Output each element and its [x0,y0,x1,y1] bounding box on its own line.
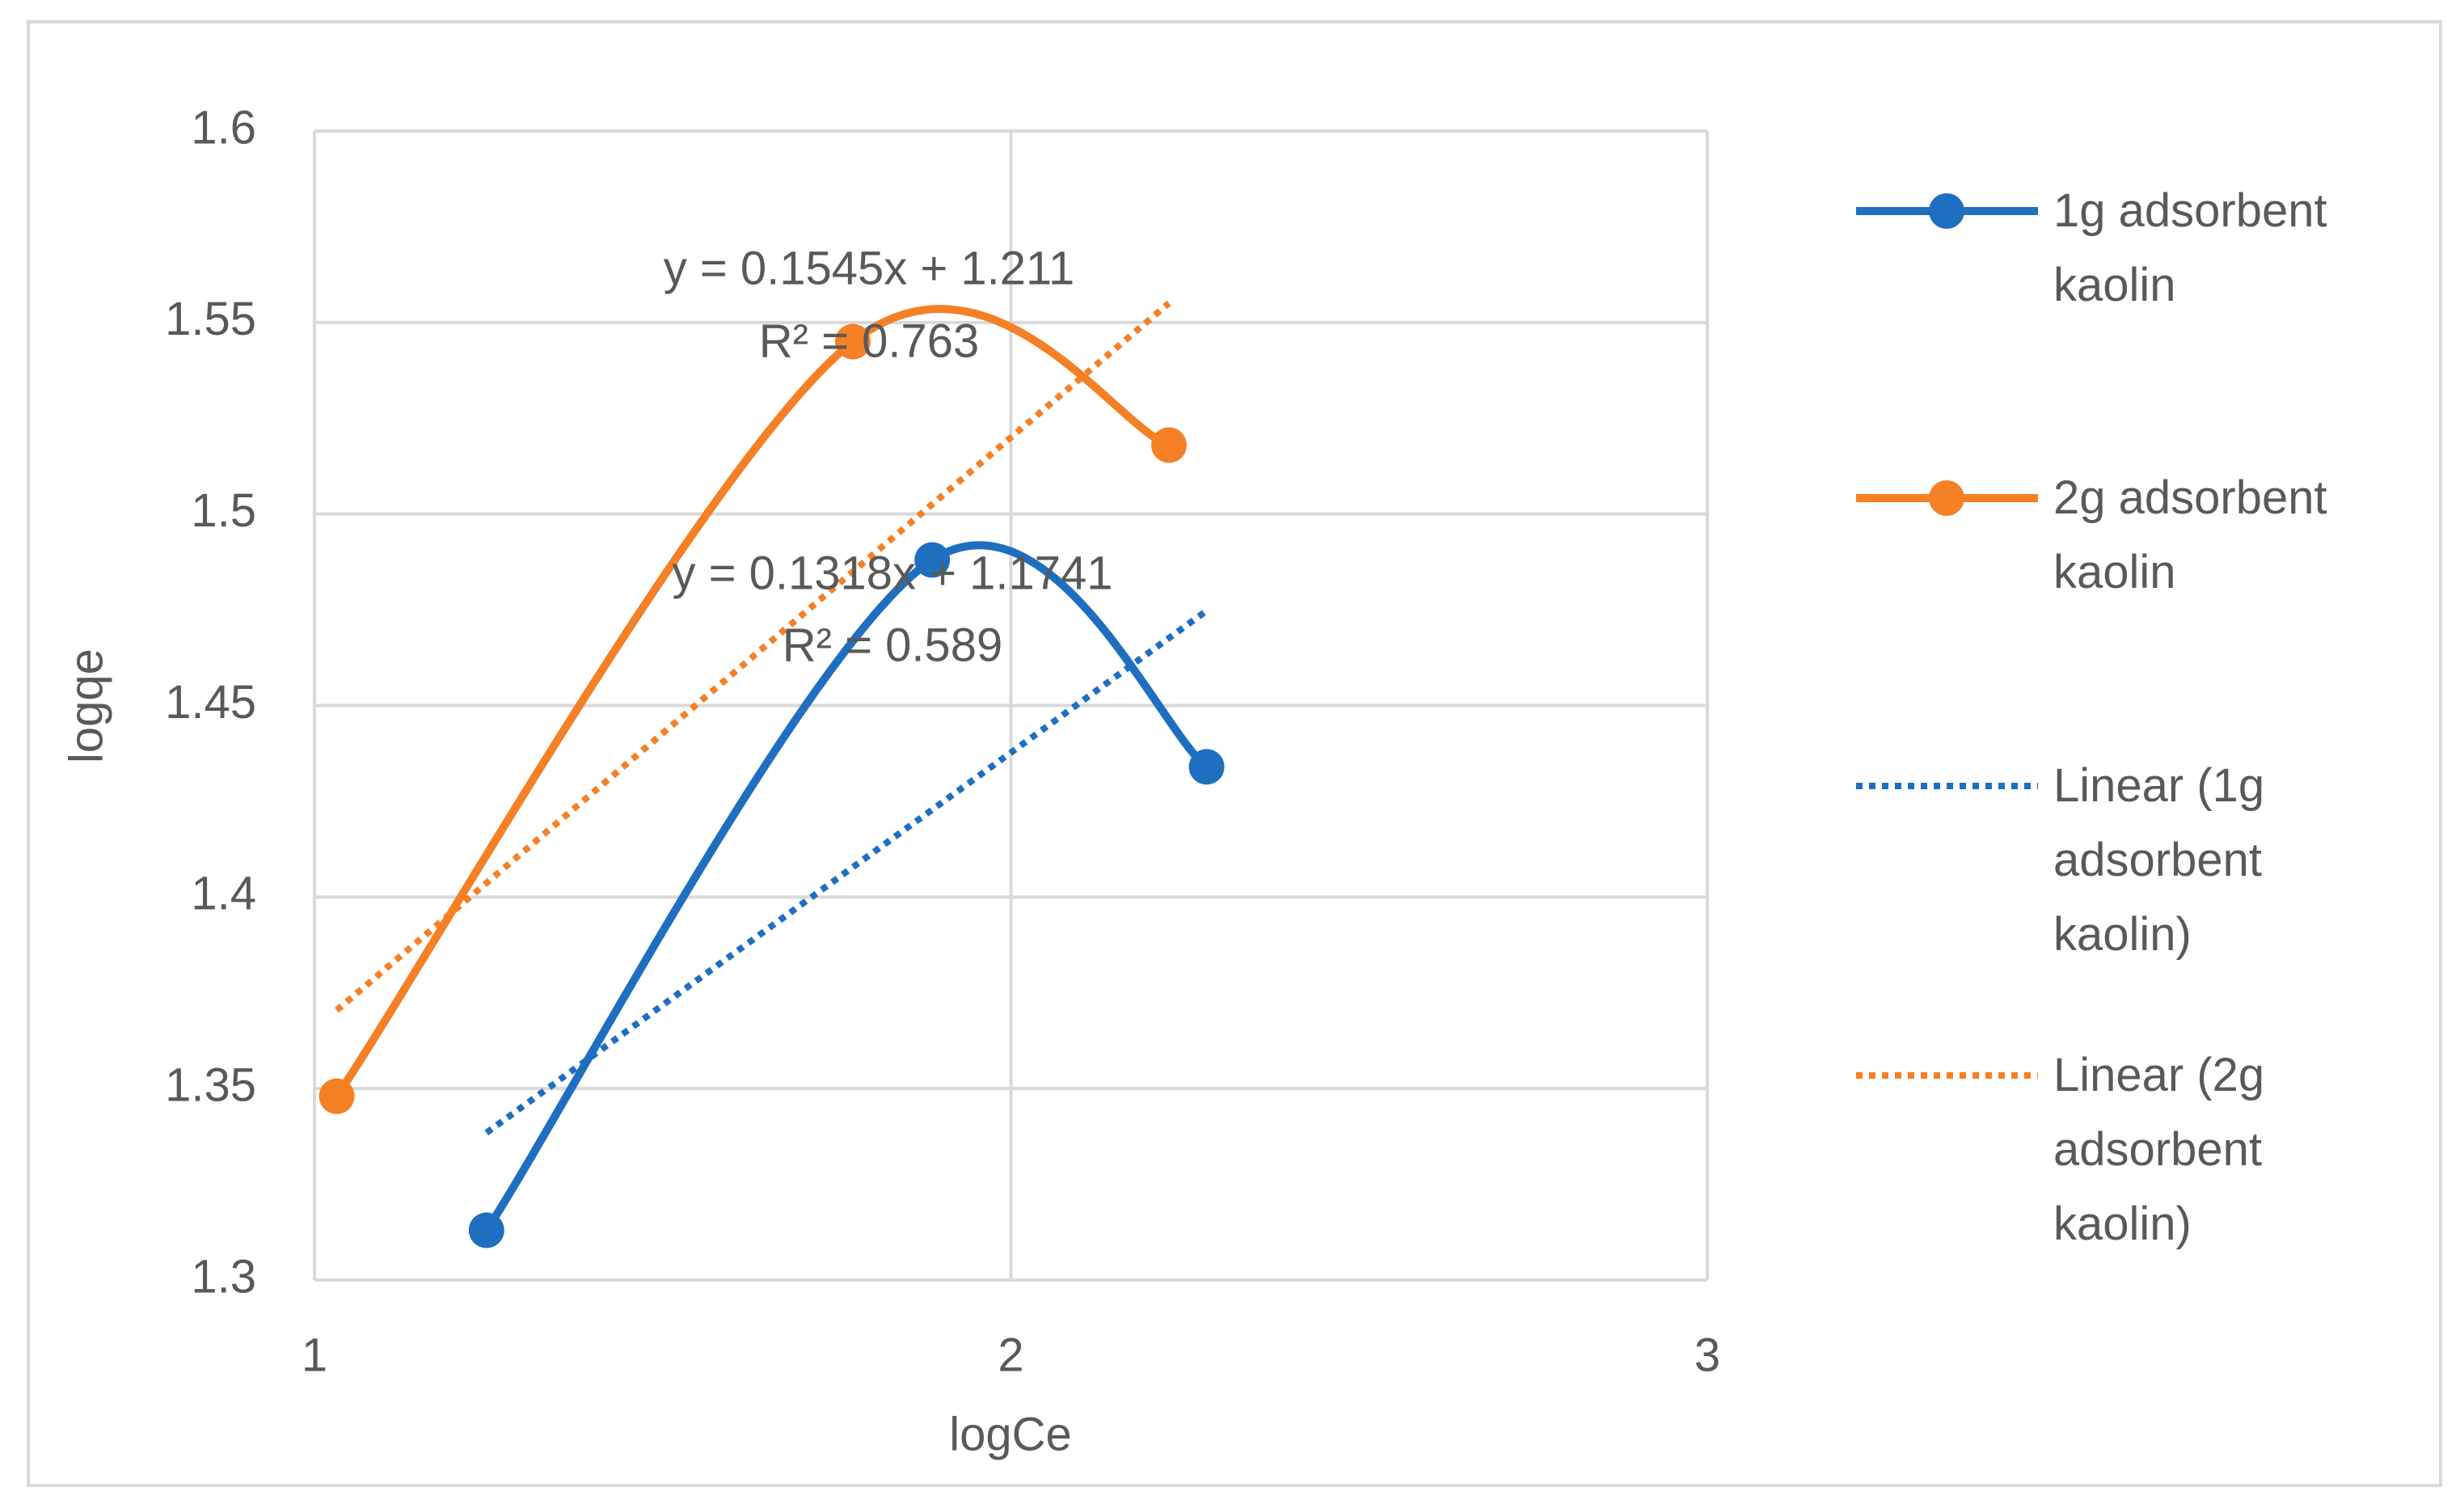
data-point [468,1212,504,1249]
x-tick-label: 3 [1694,1329,1720,1381]
trendline-equation: y = 0.1318x + 1.1741 [673,547,1113,599]
x-tick-label: 2 [998,1329,1023,1381]
legend-marker [1929,480,1964,516]
y-axis-title: logqe [60,649,112,763]
y-tick-label: 1.45 [165,676,256,729]
data-point [1151,427,1188,463]
series-line [333,305,1171,1099]
legend-label: Linear (2g adsorbent kaolin) [2053,1049,2265,1250]
trendline-r2: R² = 0.763 [759,315,979,367]
trendline-equation: y = 0.1545x + 1.211 [664,242,1074,294]
data-point [834,323,871,360]
data-point [1188,749,1225,785]
x-tick-label: 1 [302,1329,327,1381]
data-point [319,1078,355,1114]
legend-label: Linear (1g adsorbent kaolin) [2053,759,2265,961]
legend-label: 1g adsorbent kaolin [2053,184,2327,311]
y-tick-label: 1.3 [191,1250,256,1303]
legend-label: 2g adsorbent kaolin [2053,471,2327,598]
x-axis-title: logCe [949,1408,1072,1460]
y-tick-label: 1.55 [165,293,256,345]
trendline [484,608,1209,1136]
y-tick-label: 1.5 [191,484,256,537]
data-point [914,542,951,578]
trendline [334,300,1171,1013]
y-tick-label: 1.4 [191,868,256,920]
legend-marker [1929,193,1964,229]
chart-border [27,20,2442,1487]
trendline-r2: R² = 0.589 [783,619,1002,671]
y-tick-label: 1.35 [165,1058,256,1111]
series-line [483,541,1209,1233]
y-tick-label: 1.6 [191,101,256,154]
